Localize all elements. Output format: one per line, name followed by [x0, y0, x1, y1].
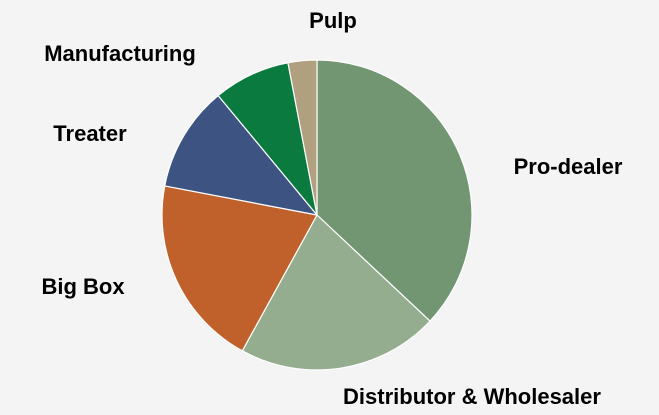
slice-label: Manufacturing: [44, 41, 196, 66]
pie-slice: [287, 59, 318, 216]
pie-slice: [316, 59, 473, 322]
slice-label: Distributor & Wholesaler: [343, 384, 601, 409]
pie-slice: [241, 214, 431, 371]
slice-label: Treater: [53, 121, 127, 146]
slice-label: Pulp: [309, 8, 357, 33]
slice-label: Big Box: [41, 274, 125, 299]
pie-slice: [164, 94, 319, 216]
pie-slice: [161, 185, 318, 352]
slice-label: Pro-dealer: [514, 154, 623, 179]
